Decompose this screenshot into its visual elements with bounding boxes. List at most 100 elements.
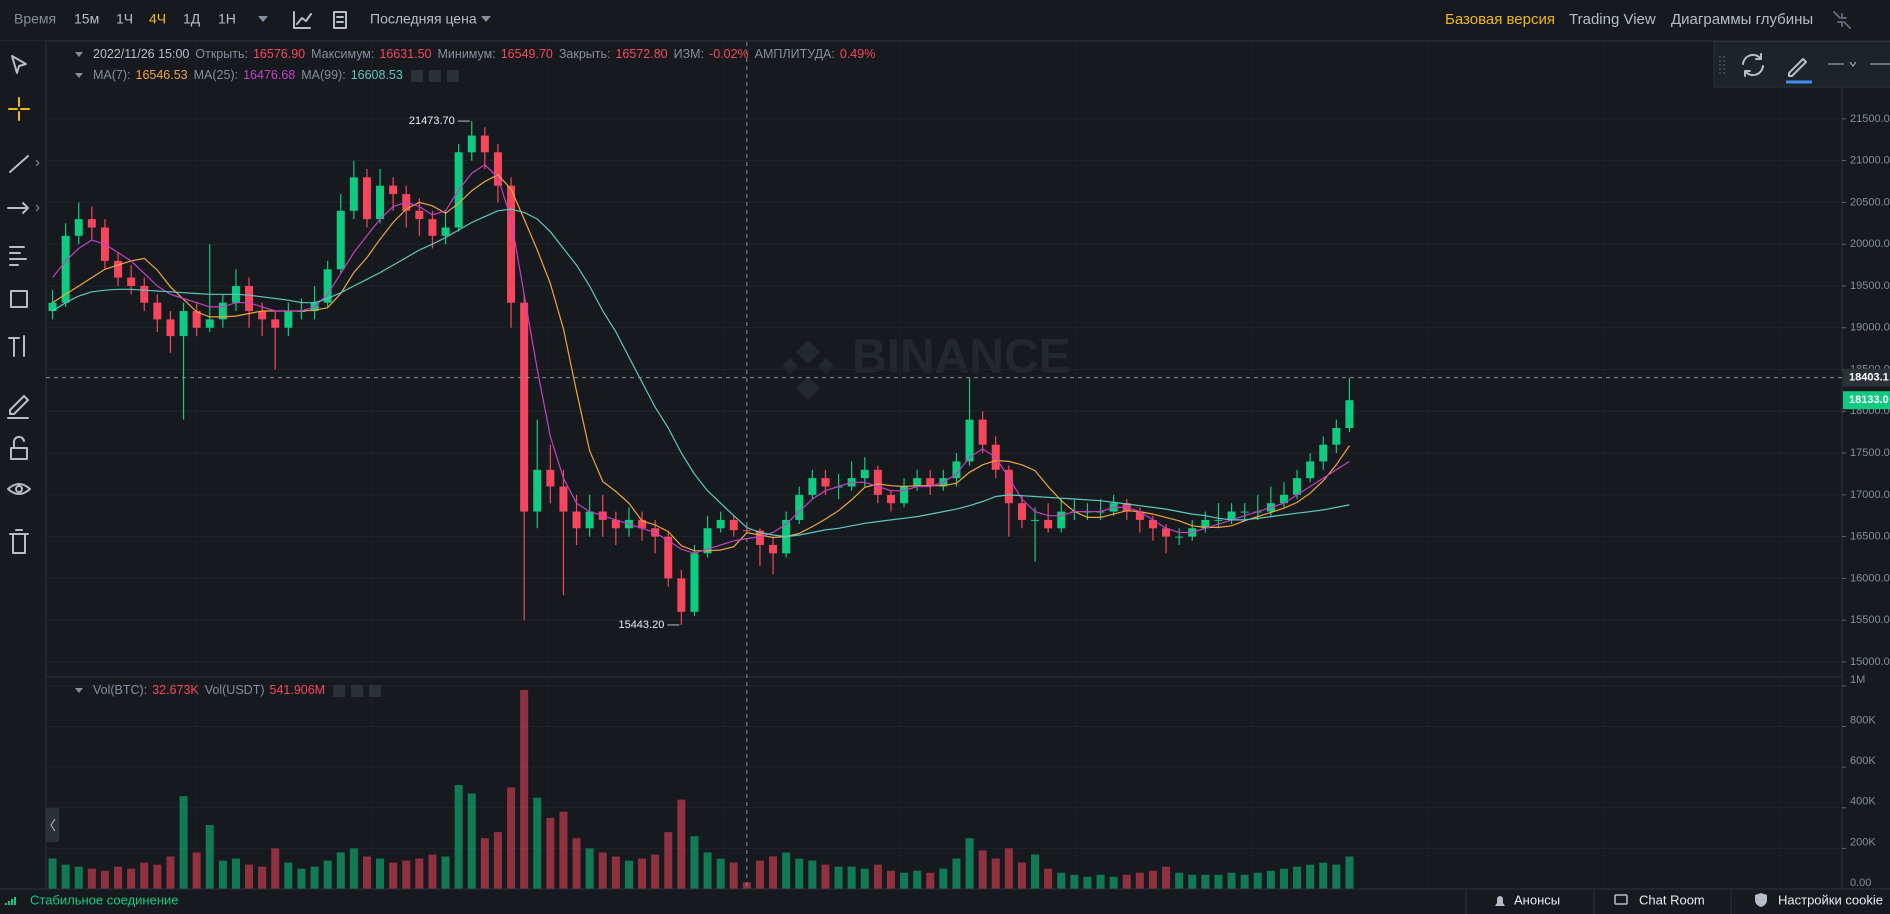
legend-icon[interactable] xyxy=(333,685,346,697)
legend-icon[interactable] xyxy=(428,70,441,82)
candle-body xyxy=(1162,528,1171,537)
interval-tab[interactable]: 1Н xyxy=(218,11,236,27)
volume-bar xyxy=(939,868,948,889)
line-style[interactable] xyxy=(1828,61,1890,67)
interval-tab[interactable]: 1Ч xyxy=(116,11,133,27)
volume-tick-label: 400K xyxy=(1850,796,1876,808)
candle-body xyxy=(493,152,502,186)
interval-tab[interactable]: 1Д xyxy=(183,11,201,27)
volume-bar xyxy=(1240,874,1249,889)
candle-body xyxy=(1279,494,1288,504)
volume-bar xyxy=(61,864,70,889)
candle-body xyxy=(1175,536,1184,538)
volume-bar xyxy=(140,862,149,889)
floating-toolbar xyxy=(1713,41,1890,88)
legend-toggle[interactable] xyxy=(75,688,83,693)
shape-tool[interactable] xyxy=(10,290,28,308)
volume-bar xyxy=(231,858,240,889)
ma-line xyxy=(52,208,1350,538)
volume-bar xyxy=(1135,872,1144,889)
legend-label: Максимум: xyxy=(311,47,374,61)
candle-body xyxy=(1135,511,1144,520)
y-tick-label: 21500.00 xyxy=(1850,113,1890,125)
candle-body xyxy=(415,210,424,220)
legend-icon[interactable] xyxy=(410,70,423,82)
candle-body xyxy=(271,319,280,328)
text-tool[interactable] xyxy=(8,335,25,357)
delete-tool[interactable] xyxy=(9,529,29,554)
chat-icon xyxy=(1614,894,1628,905)
volume-bar xyxy=(179,796,188,889)
lock-tool[interactable] xyxy=(10,447,28,460)
candle-body xyxy=(703,528,712,554)
legend-value: 16608.53 xyxy=(351,68,403,82)
volume-bar xyxy=(48,858,57,889)
connection-status: Стабильное соединение xyxy=(30,892,179,907)
candle-body xyxy=(376,185,385,220)
view-link[interactable]: Trading View xyxy=(1569,11,1656,28)
volume-bar xyxy=(362,856,371,889)
top-bar xyxy=(0,0,1890,41)
status-link[interactable]: Анонсы xyxy=(1514,892,1560,907)
status-link[interactable]: Настройки cookie xyxy=(1778,892,1883,907)
volume-bar xyxy=(638,858,647,889)
volume-bar xyxy=(703,852,712,889)
visibility-tool[interactable] xyxy=(7,483,31,495)
ma-line xyxy=(52,164,1350,554)
legend-toggle[interactable] xyxy=(75,52,83,57)
legend-icon[interactable] xyxy=(446,70,459,82)
candle-body xyxy=(520,302,529,512)
candle-body xyxy=(1004,469,1013,504)
candle-body xyxy=(362,177,371,220)
volume-bar xyxy=(1279,868,1288,889)
candle-body xyxy=(323,269,332,303)
legend-value: 16549.70 xyxy=(501,47,553,61)
arrow-tool[interactable] xyxy=(7,202,29,214)
price-type[interactable]: Последняя цена xyxy=(370,11,477,27)
volume-bar xyxy=(441,856,450,889)
legend-icon[interactable] xyxy=(351,685,364,697)
price-type-caret[interactable] xyxy=(481,16,491,22)
y-tick-label: 15500.00 xyxy=(1850,614,1890,626)
ohlc-legend: 2022/11/26 15:00 Открыть: 16576.90 Максимум… xyxy=(93,47,875,61)
volume-bar xyxy=(218,860,227,889)
interval-tab[interactable]: 15м xyxy=(74,11,99,27)
indicators-icon[interactable] xyxy=(293,11,312,29)
view-link[interactable]: Базовая версия xyxy=(1445,11,1555,28)
candle-body xyxy=(1031,519,1040,521)
volume-bar xyxy=(1266,870,1275,889)
collapse-handle[interactable] xyxy=(46,808,59,842)
crosshair-tool[interactable] xyxy=(8,97,30,121)
volume-bar xyxy=(782,852,791,889)
view-link[interactable]: Диаграммы глубины xyxy=(1671,11,1813,28)
more-intervals[interactable] xyxy=(258,16,268,22)
pen-icon[interactable] xyxy=(1788,58,1807,77)
toolbar-handle[interactable] xyxy=(1719,56,1725,74)
fullscreen-icon[interactable] xyxy=(1833,11,1851,29)
legend-value: 541.906M xyxy=(270,683,326,697)
volume-legend: Vol(BTC): 32.673K Vol(USDT) 541.906M xyxy=(93,683,325,697)
status-link[interactable]: Chat Room xyxy=(1639,892,1705,907)
legend-toggle[interactable] xyxy=(75,73,83,78)
volume-bar xyxy=(795,858,804,889)
volume-bar xyxy=(100,870,109,889)
volume-bar xyxy=(585,848,594,889)
volume-bar xyxy=(166,856,175,889)
volume-bar xyxy=(1227,872,1236,889)
y-tick-label: 20000.00 xyxy=(1850,238,1890,250)
volume-tick-label: 200K xyxy=(1850,836,1876,848)
interval-tab[interactable]: 4Ч xyxy=(149,11,166,27)
volume-bar xyxy=(1057,872,1066,889)
layout-icon[interactable] xyxy=(333,11,347,29)
collapse-arrow xyxy=(50,818,56,832)
edit-tool[interactable] xyxy=(7,395,29,419)
candle-body xyxy=(1148,519,1157,529)
cursor-tool[interactable] xyxy=(11,55,27,74)
refresh-icon[interactable] xyxy=(1742,53,1764,77)
volume-bar xyxy=(1253,872,1262,889)
trend-line-tool[interactable] xyxy=(9,155,29,173)
legend-icon[interactable] xyxy=(369,685,382,697)
fib-tool[interactable] xyxy=(9,246,27,266)
